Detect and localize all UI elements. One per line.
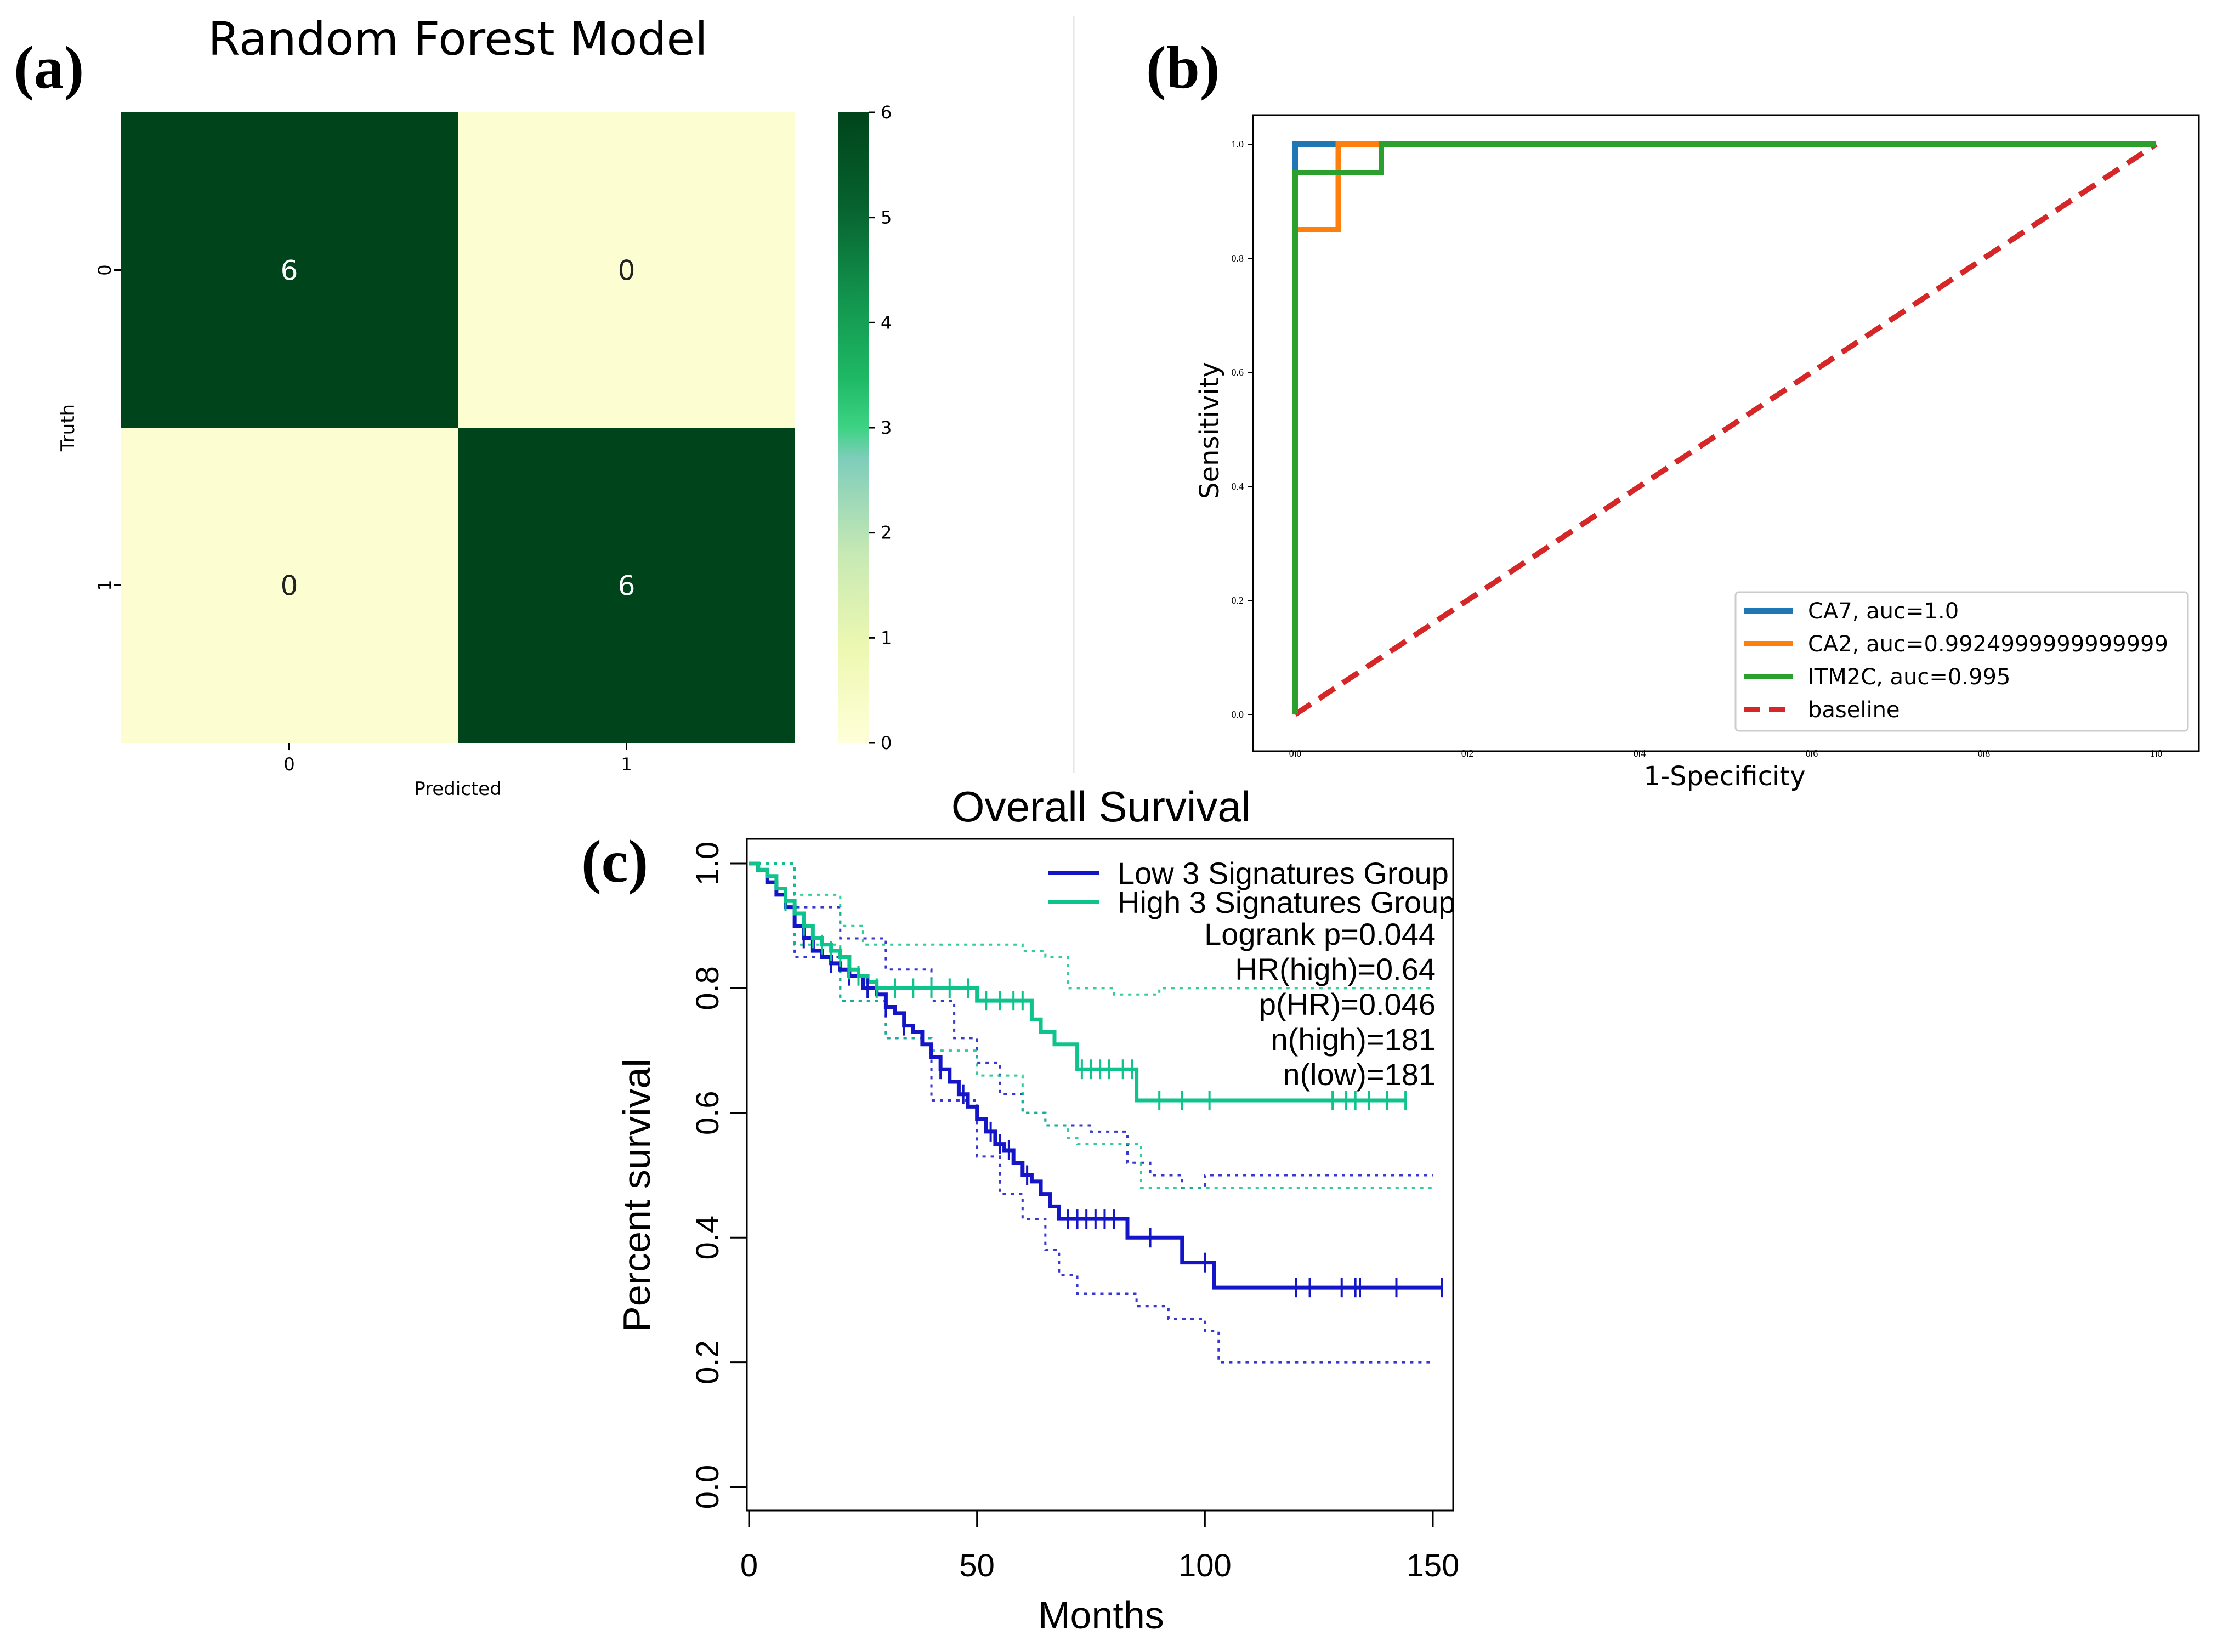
colorbar-tick-label: 4 (881, 312, 892, 333)
colorbar-tick-label: 3 (881, 417, 892, 438)
survival-stat-line: HR(high)=0.64 (1235, 952, 1436, 986)
heatmap-cell-1-0 (121, 428, 458, 743)
panel-b-roc-curve: (b) 0.0 0.2 0.4 0.6 0.8 1.0 0.0 0.2 0.4 0.6 0.8 1.0… (1146, 34, 2200, 792)
colorbar (838, 112, 869, 743)
roc-y-tick-label: 0.6 (1232, 367, 1244, 378)
survival-y-tick-label: 0.6 (690, 1091, 725, 1135)
heatmap-y-tick-label: 0 (94, 264, 115, 275)
colorbar-tick-label: 2 (881, 523, 892, 543)
survival-stat-line: n(low)=181 (1283, 1057, 1436, 1092)
roc-y-label: Sensitivity (1194, 362, 1225, 499)
survival-x-label: Months (1038, 1594, 1164, 1637)
heatmap-cell-label-0-0: 6 (281, 255, 298, 287)
heatmap-cell-label-1-0: 0 (281, 570, 298, 602)
panel-a-label: (a) (14, 34, 84, 101)
roc-x-tick-label: 0.0 (1289, 748, 1302, 759)
roc-y-tick-label: 1.0 (1232, 139, 1244, 150)
panel-b-label: (b) (1146, 34, 1220, 101)
colorbar-tick-label: 6 (881, 102, 892, 123)
roc-x-label: 1-Specificity (1643, 761, 1805, 792)
roc-y-tick-label: 0.2 (1232, 595, 1244, 606)
heatmap-title: Random Forest Model (208, 12, 707, 66)
heatmap-cell-0-0 (121, 112, 458, 428)
survival-x-tick-label: 50 (959, 1548, 995, 1583)
survival-legend-entry: High 3 Signatures Group (1118, 885, 1455, 919)
roc-x-tick-label: 0.6 (1806, 748, 1818, 759)
roc-y-tick-label: 0.8 (1232, 253, 1244, 264)
heatmap-x-label: Predicted (414, 778, 502, 800)
heatmap-cell-1-1 (458, 428, 795, 743)
roc-y-tick-label: 0.4 (1232, 481, 1244, 492)
survival-x-tick-label: 0 (740, 1548, 758, 1583)
heatmap-y-tick-label: 1 (94, 580, 115, 591)
heatmap-y-label: Truth (57, 404, 79, 452)
roc-legend-entry: ITM2C, auc=0.995 (1808, 665, 2010, 690)
heatmap-x-tick-label: 1 (621, 754, 632, 775)
roc-legend-entry: CA7, auc=1.0 (1808, 599, 1959, 624)
roc-legend: CA7, auc=1.0 CA2, auc=0.9924999999999999 I… (1734, 591, 2189, 732)
panel-c-label: (c) (581, 828, 648, 895)
survival-y-tick-label: 0.8 (690, 966, 725, 1010)
survival-ci-lower-high (749, 862, 1433, 1189)
heatmap-cell-label-1-1: 6 (618, 570, 636, 602)
survival-plot-frame (746, 838, 1454, 1512)
survival-y-tick-label: 0.0 (690, 1465, 725, 1509)
roc-legend-box (1734, 591, 2189, 732)
survival-legend-entry: Low 3 Signatures Group (1118, 856, 1449, 890)
colorbar-tick-label: 1 (881, 627, 892, 648)
survival-stat-line: Logrank p=0.044 (1204, 917, 1436, 951)
heatmap-cell-label-0-1: 0 (618, 255, 636, 287)
panel-c-survival: (c) Overall Survival 0 50 100 150 0.0 0.2 0.4 0… (581, 782, 1459, 1637)
survival-y-tick-label: 0.2 (690, 1340, 725, 1384)
roc-baseline (1294, 141, 2158, 717)
survival-x-tick-label: 100 (1178, 1548, 1232, 1583)
heatmap-x-tick-label: 0 (283, 754, 294, 775)
roc-curve-itm2c (1292, 141, 2156, 714)
survival-y-label: Percent survival (615, 1059, 658, 1332)
survival-title: Overall Survival (951, 782, 1251, 831)
colorbar-tick-label: 5 (881, 207, 892, 228)
roc-x-tick-label: 0.8 (1978, 748, 1991, 759)
survival-y-tick-label: 1.0 (690, 842, 725, 886)
roc-x-tick-label: 1.0 (2150, 748, 2163, 759)
roc-plot-frame (1252, 114, 2200, 752)
roc-legend-entry: baseline (1808, 697, 1900, 723)
colorbar-tick-label: 0 (881, 733, 892, 753)
survival-x-tick-label: 150 (1407, 1548, 1460, 1583)
panel-a-confusion-matrix: (a) Random Forest Model 6 0 0 6 0 1 0 1 Predic… (14, 12, 892, 800)
heatmap-cell-0-1 (458, 112, 795, 428)
survival-ci-upper-high (749, 862, 1433, 996)
roc-x-tick-label: 0.2 (1461, 748, 1474, 759)
roc-x-tick-label: 0.4 (1634, 748, 1646, 759)
survival-stat-line: p(HR)=0.046 (1259, 987, 1436, 1021)
survival-stat-line: n(high)=181 (1271, 1022, 1436, 1057)
roc-y-tick-label: 0.0 (1232, 709, 1244, 720)
roc-legend-entry: CA2, auc=0.9924999999999999 (1808, 632, 2168, 657)
survival-y-tick-label: 0.4 (690, 1216, 725, 1260)
survival-ci-upper-low (749, 862, 1433, 1189)
